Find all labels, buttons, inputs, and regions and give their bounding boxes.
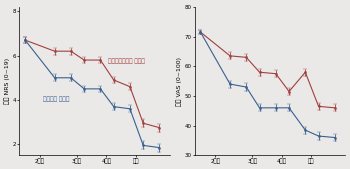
Text: 한의통합치료만 시행군: 한의통합치료만 시행군 [108, 58, 145, 64]
Text: 동작침법 병행군: 동작침법 병행군 [43, 96, 69, 102]
Y-axis label: 통증 NRS (0~19): 통증 NRS (0~19) [5, 58, 10, 104]
Y-axis label: 통증 VAS (0~100): 통증 VAS (0~100) [177, 57, 182, 106]
